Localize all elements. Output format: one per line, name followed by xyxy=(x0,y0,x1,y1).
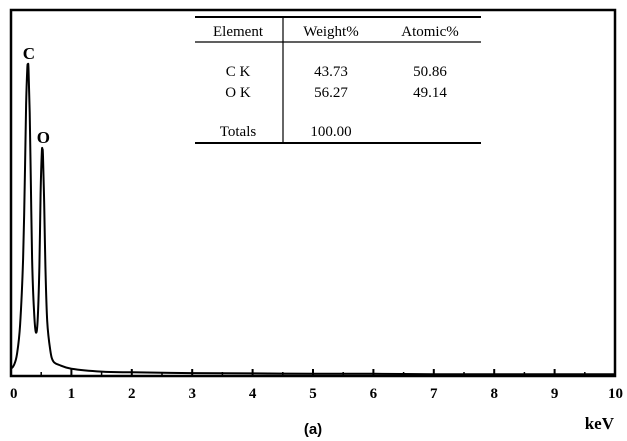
x-tick-label: 2 xyxy=(128,386,136,402)
x-axis-label: keV xyxy=(585,414,615,433)
table-cell-weight: 43.73 xyxy=(314,64,348,80)
plot-frame xyxy=(9,8,617,378)
table-header-element: Element xyxy=(213,24,264,40)
x-axis-ticks xyxy=(10,369,616,376)
x-tick-label: 1 xyxy=(68,386,76,402)
table-totals-label: Totals xyxy=(220,124,257,140)
peak-labels: CO xyxy=(23,44,50,147)
spectrum-line xyxy=(10,62,615,376)
x-axis-tick-labels: 0 1 2 3 4 5 6 7 8 9 10 xyxy=(10,386,623,402)
x-tick-label: 10 xyxy=(608,386,623,402)
x-tick-label: 7 xyxy=(430,386,438,402)
x-tick-label: 5 xyxy=(309,386,317,402)
x-tick-label: 3 xyxy=(188,386,196,402)
peak-label-o: O xyxy=(37,128,50,147)
table-cell-atomic: 49.14 xyxy=(413,85,447,101)
table-cell-atomic: 50.86 xyxy=(413,64,447,80)
table-cell-element: C K xyxy=(226,64,251,80)
x-tick-label: 9 xyxy=(551,386,559,402)
x-tick-label: 4 xyxy=(249,386,257,402)
table-header-atomic: Atomic% xyxy=(401,24,459,40)
table-totals-value: 100.00 xyxy=(310,124,351,140)
panel-label: (a) xyxy=(304,421,322,438)
x-tick-label: 0 xyxy=(10,386,18,402)
peak-label-c: C xyxy=(23,44,35,63)
x-tick-label: 8 xyxy=(490,386,498,402)
table-cell-weight: 56.27 xyxy=(314,85,348,101)
x-tick-label: 6 xyxy=(370,386,378,402)
composition-table: Element Weight% Atomic% C K 43.73 50.86 … xyxy=(195,16,481,144)
table-header-weight: Weight% xyxy=(303,24,358,40)
table-cell-element: O K xyxy=(225,85,251,101)
